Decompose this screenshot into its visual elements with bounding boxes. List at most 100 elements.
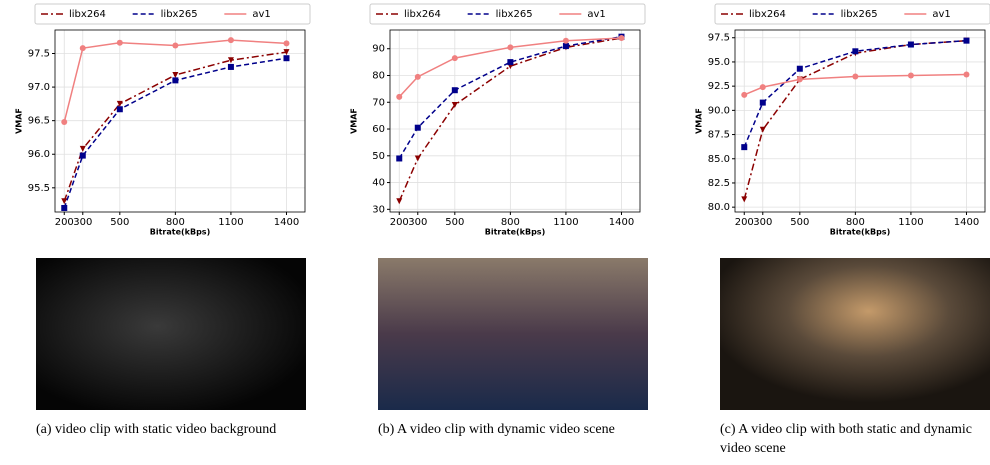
y-tick-label: 95.0 xyxy=(708,57,730,68)
x-axis-label: Bitrate(kBps) xyxy=(485,228,545,237)
legend-label: libx265 xyxy=(496,9,533,20)
marker xyxy=(415,155,421,161)
x-tick-label: 1400 xyxy=(609,217,634,228)
legend-label: libx264 xyxy=(404,9,441,20)
marker xyxy=(80,45,86,51)
marker xyxy=(61,198,67,204)
x-tick-label: 500 xyxy=(445,217,464,228)
marker xyxy=(172,42,178,48)
legend-label: av1 xyxy=(252,9,270,20)
y-tick-label: 95.5 xyxy=(28,183,50,194)
y-tick-label: 40 xyxy=(372,178,385,189)
marker xyxy=(507,59,513,65)
y-tick-label: 96.5 xyxy=(28,116,50,127)
caption: (a) video clip with static video backgro… xyxy=(36,420,311,439)
caption: (b) A video clip with dynamic video scen… xyxy=(378,420,653,439)
x-axis-label: Bitrate(kBps) xyxy=(830,228,890,237)
marker xyxy=(760,100,766,106)
marker xyxy=(415,125,421,131)
x-tick-label: 1400 xyxy=(274,217,299,228)
y-tick-label: 87.5 xyxy=(708,130,730,141)
y-tick-label: 97.0 xyxy=(28,82,50,93)
y-tick-label: 80.0 xyxy=(708,202,730,213)
marker xyxy=(396,94,402,100)
marker xyxy=(741,92,747,98)
marker xyxy=(172,77,178,83)
x-tick-label: 1100 xyxy=(218,217,243,228)
x-tick-label: 300 xyxy=(73,217,92,228)
marker xyxy=(963,38,969,44)
marker xyxy=(117,106,123,112)
plot-frame xyxy=(390,30,640,212)
x-tick-label: 1100 xyxy=(898,217,923,228)
marker xyxy=(80,146,86,152)
x-tick-label: 200 xyxy=(390,217,409,228)
marker xyxy=(618,35,624,41)
marker xyxy=(760,84,766,90)
video-frame xyxy=(720,258,990,410)
x-tick-label: 500 xyxy=(790,217,809,228)
marker xyxy=(415,74,421,80)
y-axis-label: VMAF xyxy=(350,108,359,134)
y-tick-label: 90.0 xyxy=(708,105,730,116)
marker xyxy=(228,64,234,70)
marker xyxy=(908,73,914,79)
marker xyxy=(61,119,67,125)
x-tick-label: 300 xyxy=(753,217,772,228)
y-tick-label: 90 xyxy=(372,44,385,55)
y-tick-label: 60 xyxy=(372,124,385,135)
marker xyxy=(760,127,766,133)
y-axis-label: VMAF xyxy=(695,108,704,134)
plot-frame xyxy=(735,30,985,212)
y-tick-label: 50 xyxy=(372,151,385,162)
marker xyxy=(963,72,969,78)
marker xyxy=(80,153,86,159)
marker xyxy=(283,40,289,46)
marker xyxy=(741,144,747,150)
x-tick-label: 800 xyxy=(166,217,185,228)
marker xyxy=(117,40,123,46)
marker xyxy=(908,42,914,48)
video-frame xyxy=(378,258,648,410)
x-tick-label: 1400 xyxy=(954,217,979,228)
marker xyxy=(396,198,402,204)
x-axis-label: Bitrate(kBps) xyxy=(150,228,210,237)
legend-label: libx265 xyxy=(841,9,878,20)
y-tick-label: 97.5 xyxy=(28,49,50,60)
y-axis-label: VMAF xyxy=(15,108,24,134)
marker xyxy=(172,72,178,78)
marker xyxy=(507,44,513,50)
marker xyxy=(797,66,803,72)
marker xyxy=(852,73,858,79)
marker xyxy=(228,37,234,43)
y-tick-label: 97.5 xyxy=(708,33,730,44)
legend-label: av1 xyxy=(587,9,605,20)
marker xyxy=(563,43,569,49)
x-tick-label: 200 xyxy=(55,217,74,228)
marker xyxy=(852,48,858,54)
caption: (c) A video clip with both static and dy… xyxy=(720,420,990,458)
y-tick-label: 85.0 xyxy=(708,154,730,165)
y-tick-label: 96.0 xyxy=(28,149,50,160)
x-tick-label: 300 xyxy=(408,217,427,228)
y-tick-label: 70 xyxy=(372,97,385,108)
marker xyxy=(452,55,458,61)
y-tick-label: 82.5 xyxy=(708,178,730,189)
video-frame xyxy=(36,258,306,410)
marker xyxy=(797,76,803,82)
y-tick-label: 92.5 xyxy=(708,81,730,92)
x-tick-label: 1100 xyxy=(553,217,578,228)
marker xyxy=(283,55,289,61)
x-tick-label: 500 xyxy=(110,217,129,228)
marker xyxy=(563,38,569,44)
marker xyxy=(61,205,67,211)
legend-label: libx264 xyxy=(69,9,106,20)
x-tick-label: 800 xyxy=(501,217,520,228)
marker xyxy=(741,196,747,202)
x-tick-label: 800 xyxy=(846,217,865,228)
figure: 95.596.096.597.097.520030050080011001400… xyxy=(0,0,990,465)
y-tick-label: 30 xyxy=(372,204,385,215)
page: {"chart_data": [ {"type": "line", "x": [… xyxy=(0,0,990,465)
legend-label: libx265 xyxy=(161,9,198,20)
marker xyxy=(396,155,402,161)
